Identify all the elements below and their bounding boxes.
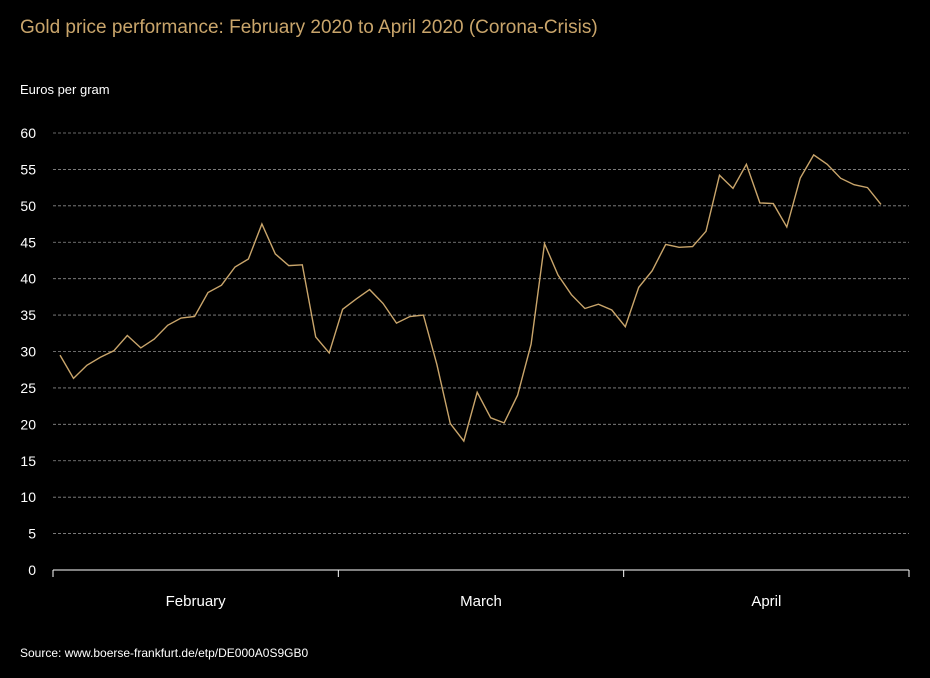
y-tick-label: 55 <box>20 161 36 177</box>
month-labels: February March April <box>166 593 782 610</box>
x-tick-label: February <box>166 593 227 610</box>
y-tick-label: 0 <box>28 562 36 578</box>
y-tick-label: 30 <box>20 344 36 360</box>
y-tick-label: 25 <box>20 380 36 396</box>
y-tick-labels: 0 5 10 15 20 25 30 35 40 45 50 55 60 <box>20 125 36 578</box>
y-tick-label: 5 <box>28 526 36 542</box>
y-tick-label: 15 <box>20 453 36 469</box>
y-axis-label: Euros per gram <box>20 82 110 97</box>
y-tick-label: 60 <box>20 125 36 141</box>
y-tick-label: 40 <box>20 271 36 287</box>
x-tick-label: March <box>460 593 502 610</box>
y-tick-label: 45 <box>20 234 36 250</box>
series-line <box>59 153 882 443</box>
chart-title: Gold price performance: February 2020 to… <box>20 17 598 38</box>
series-layer <box>59 153 882 443</box>
y-tick-label: 50 <box>20 198 36 214</box>
source-note: Source: www.boerse-frankfurt.de/etp/DE00… <box>20 646 309 660</box>
gridlines <box>53 132 909 534</box>
y-tick-label: 20 <box>20 416 36 432</box>
y-tick-label: 35 <box>20 307 36 323</box>
axes <box>52 569 910 577</box>
y-tick-label: 10 <box>20 489 36 505</box>
x-tick-label: April <box>751 593 781 610</box>
